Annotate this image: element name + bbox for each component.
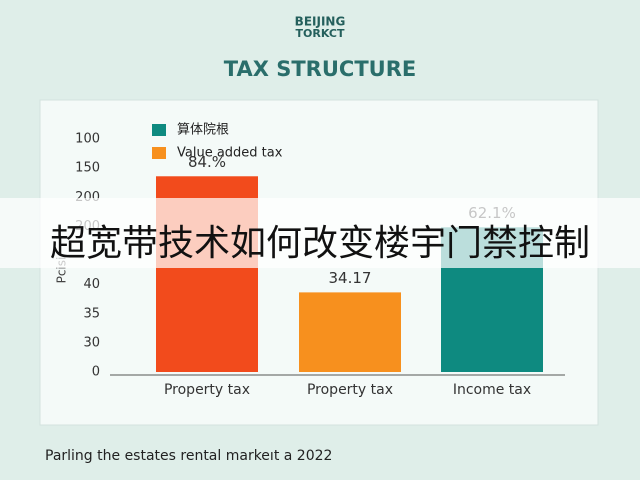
x-tick-label: Property tax <box>307 382 393 398</box>
value-label: 34.17 <box>329 269 372 287</box>
y-tick-label: 35 <box>83 306 100 321</box>
banner-band <box>0 198 640 268</box>
y-tick-label: 100 <box>75 132 100 147</box>
banner-text: 超宽带技术如何改变楼宇门禁控制 <box>50 223 590 264</box>
chart-title: TAX STRUCTURE <box>224 57 416 81</box>
x-tick-label: Income tax <box>453 382 531 398</box>
value-label: 84.% <box>188 153 226 171</box>
y-tick-label: 30 <box>83 335 100 350</box>
legend-label: 算体院根 <box>177 123 229 138</box>
y-tick-label: 0 <box>92 365 100 380</box>
header-line: BEIJING <box>295 15 346 29</box>
bar <box>299 292 401 372</box>
y-tick-label: 40 <box>83 277 100 292</box>
caption: Parling the estates rental markeıt a 202… <box>45 448 332 464</box>
legend-swatch <box>152 124 166 136</box>
legend-label: Value added tax <box>177 146 283 161</box>
header-line: TORKCT <box>296 27 345 40</box>
y-tick-label: 150 <box>75 161 100 176</box>
legend-swatch <box>152 147 166 159</box>
x-tick-label: Property tax <box>164 382 250 398</box>
